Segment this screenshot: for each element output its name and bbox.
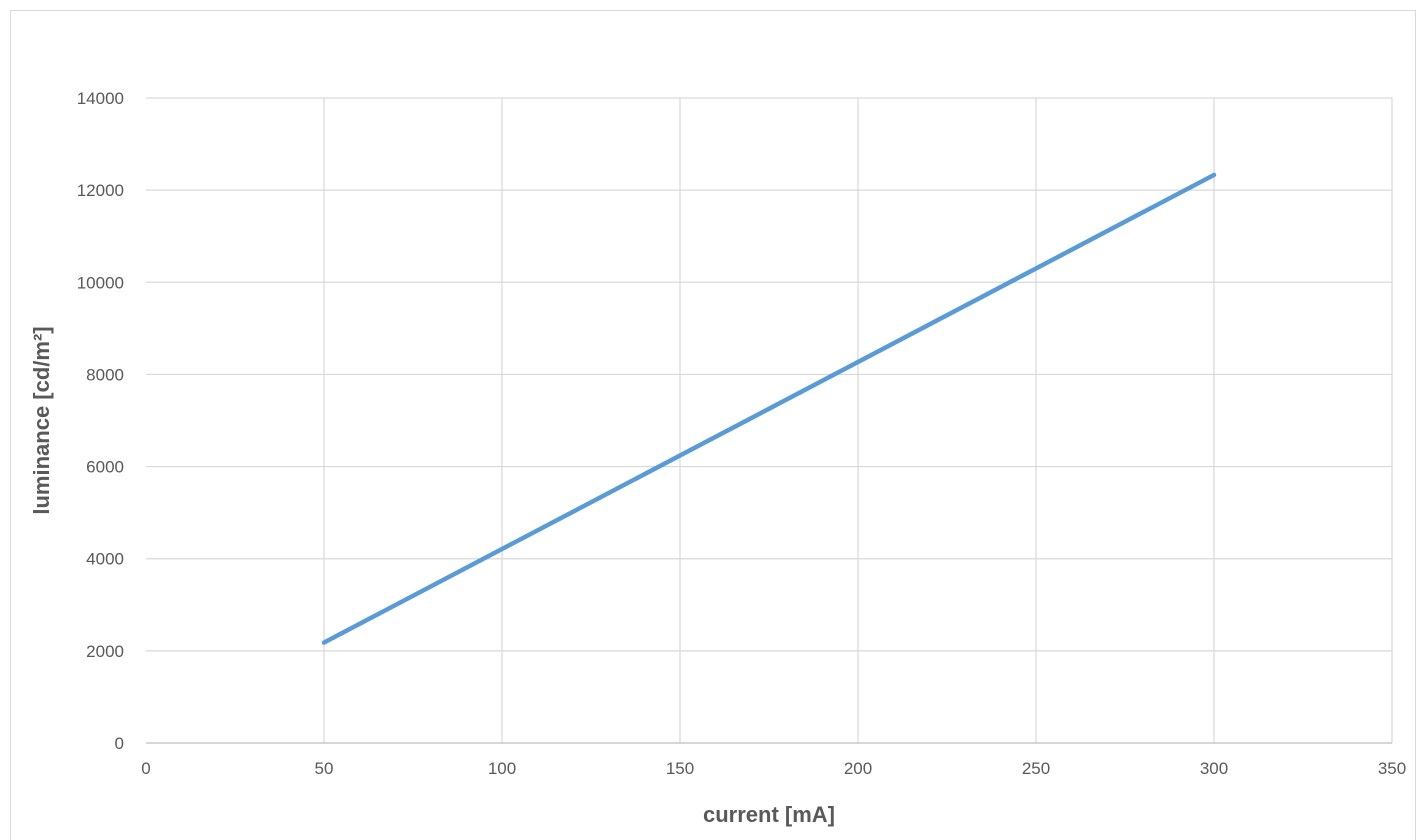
x-tick-label-2: 100	[488, 759, 516, 778]
y-tick-label-1: 2000	[86, 642, 124, 661]
x-tick-label-1: 50	[315, 759, 334, 778]
y-tick-label-3: 6000	[86, 458, 124, 477]
x-tick-label-3: 150	[666, 759, 694, 778]
y-tick-labels: 0 2000 4000 6000 8000 10000 12000 14000	[77, 89, 124, 753]
series-line-0	[321, 172, 1217, 645]
y-tick-label-0: 0	[115, 734, 124, 753]
y-tick-label-5: 10000	[77, 273, 124, 292]
series-layer	[321, 172, 1217, 645]
x-tick-label-4: 200	[844, 759, 872, 778]
x-tick-labels: 0 50 100 150 200 250 300 350	[141, 759, 1406, 778]
y-axis-title: luminance [cd/m²]	[29, 326, 54, 514]
chart-frame	[10, 10, 1416, 840]
x-axis-title: current [mA]	[703, 802, 835, 827]
y-tick-label-7: 14000	[77, 89, 124, 108]
x-tick-label-0: 0	[141, 759, 150, 778]
vertical-gridlines	[323, 98, 1393, 743]
horizontal-gridlines	[146, 97, 1392, 652]
y-tick-label-2: 4000	[86, 550, 124, 569]
y-tick-label-4: 8000	[86, 365, 124, 384]
x-tick-label-6: 300	[1200, 759, 1228, 778]
x-tick-label-5: 250	[1022, 759, 1050, 778]
x-tick-label-7: 350	[1378, 759, 1406, 778]
y-tick-label-6: 12000	[77, 181, 124, 200]
